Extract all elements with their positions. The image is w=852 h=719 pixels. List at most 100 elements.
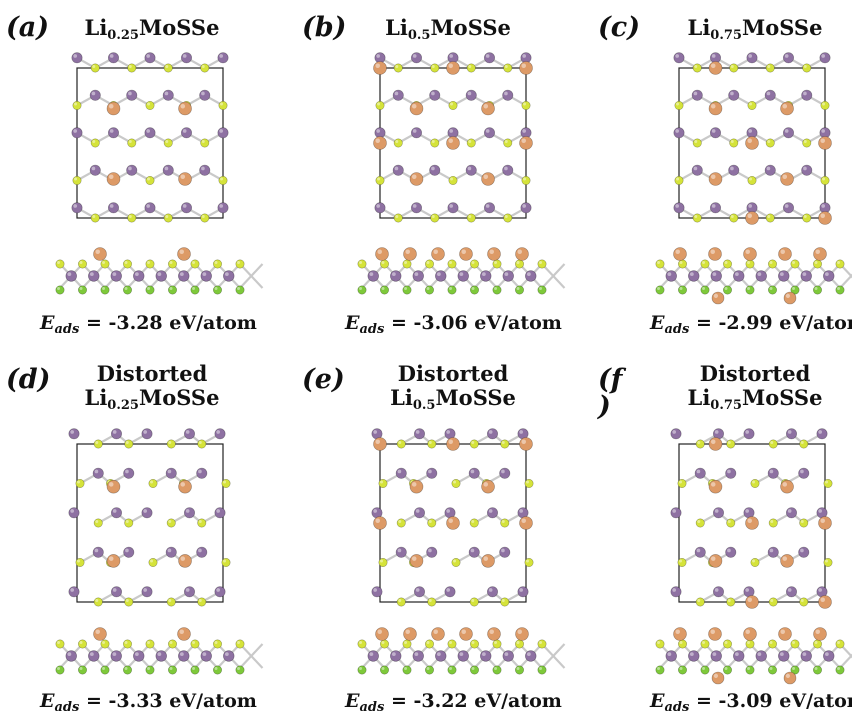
mo-atom: [217, 52, 229, 64]
energy-symbol: E: [40, 690, 55, 712]
energy-subscript: ads: [54, 322, 80, 337]
mo-atom: [71, 52, 83, 64]
li-atom: [818, 211, 832, 225]
energy-symbol: E: [650, 312, 665, 334]
se-atom: [677, 665, 687, 675]
mo-atom: [429, 89, 441, 101]
s-atom: [148, 478, 158, 488]
se-atom: [723, 665, 733, 675]
side-view-structure: [655, 247, 852, 305]
formula-subscript: 0.75: [710, 28, 742, 43]
mo-atom: [110, 507, 122, 519]
li-atom: [375, 247, 389, 261]
mo-atom: [410, 127, 422, 139]
formula-rest: MoSSe: [138, 15, 220, 40]
s-atom: [447, 259, 457, 269]
top-view-structure: [71, 52, 229, 223]
li-atom: [106, 479, 121, 494]
mo-atom: [181, 52, 193, 64]
se-atom: [235, 665, 245, 675]
panel-title: Li0.5MoSSe: [378, 15, 518, 42]
s-atom: [723, 639, 733, 649]
mo-atom: [200, 650, 212, 662]
se-atom: [190, 285, 200, 295]
li-atom: [780, 554, 794, 568]
s-atom: [127, 63, 137, 73]
mo-atom: [728, 89, 740, 101]
s-atom: [655, 259, 665, 269]
mo-atom: [367, 270, 379, 282]
li-atom: [743, 627, 757, 641]
li-atom: [446, 61, 460, 75]
mo-atom: [110, 270, 122, 282]
s-atom: [745, 639, 755, 649]
s-atom: [200, 213, 210, 223]
se-atom: [813, 285, 823, 295]
s-atom: [90, 63, 100, 73]
s-atom: [393, 63, 403, 73]
energy-value: = -3.09 eV/atom: [695, 690, 852, 712]
mo-atom: [413, 428, 425, 440]
s-atom: [72, 176, 82, 186]
top-view-structure: [670, 428, 833, 609]
li-atom: [481, 479, 495, 494]
li-atom: [93, 627, 107, 641]
mo-atom: [665, 650, 677, 662]
mo-atom: [435, 270, 447, 282]
li-atom: [481, 554, 495, 568]
s-atom: [500, 518, 510, 528]
s-atom: [221, 478, 231, 488]
s-atom: [674, 100, 684, 110]
s-atom: [145, 176, 155, 186]
s-atom: [655, 639, 665, 649]
s-atom: [729, 138, 739, 148]
s-atom: [677, 259, 687, 269]
s-atom: [521, 100, 531, 110]
mo-atom: [178, 650, 190, 662]
s-atom: [145, 259, 155, 269]
mo-atom: [162, 89, 174, 101]
s-atom: [835, 259, 845, 269]
s-atom: [396, 518, 406, 528]
s-atom: [93, 518, 103, 528]
li-atom: [818, 136, 832, 150]
li-atom: [818, 595, 832, 609]
se-atom: [235, 285, 245, 295]
s-atom: [123, 639, 133, 649]
panel-label: (a): [6, 12, 50, 43]
li-atom: [711, 291, 725, 305]
mo-atom: [410, 52, 422, 64]
li-atom: [403, 627, 417, 641]
mo-atom: [107, 202, 119, 214]
mo-atom: [200, 270, 212, 282]
li-atom: [708, 61, 723, 75]
s-atom: [427, 439, 437, 449]
s-atom: [93, 439, 103, 449]
se-atom: [357, 665, 367, 675]
adsorption-energy: Eads = -3.06 eV/atom: [345, 312, 562, 336]
mo-atom: [484, 202, 496, 214]
formula-rest: MoSSe: [435, 385, 516, 411]
mo-atom: [184, 428, 196, 440]
s-atom: [768, 259, 778, 269]
li-atom: [178, 554, 192, 568]
mo-atom: [223, 650, 235, 662]
se-atom: [537, 665, 547, 675]
s-atom: [166, 439, 176, 449]
se-atom: [537, 285, 547, 295]
s-atom: [790, 639, 800, 649]
se-atom: [402, 665, 412, 675]
mo-atom: [410, 202, 422, 214]
mo-atom: [184, 507, 196, 519]
mo-atom: [712, 507, 724, 519]
s-atom: [425, 639, 435, 649]
s-atom: [145, 100, 155, 110]
mo-atom: [484, 52, 496, 64]
s-atom: [765, 213, 775, 223]
s-atom: [799, 518, 809, 528]
li-atom: [783, 671, 797, 685]
formula-rest: MoSSe: [430, 15, 511, 40]
energy-symbol: E: [40, 312, 55, 334]
s-atom: [396, 439, 406, 449]
mo-atom: [670, 586, 682, 598]
